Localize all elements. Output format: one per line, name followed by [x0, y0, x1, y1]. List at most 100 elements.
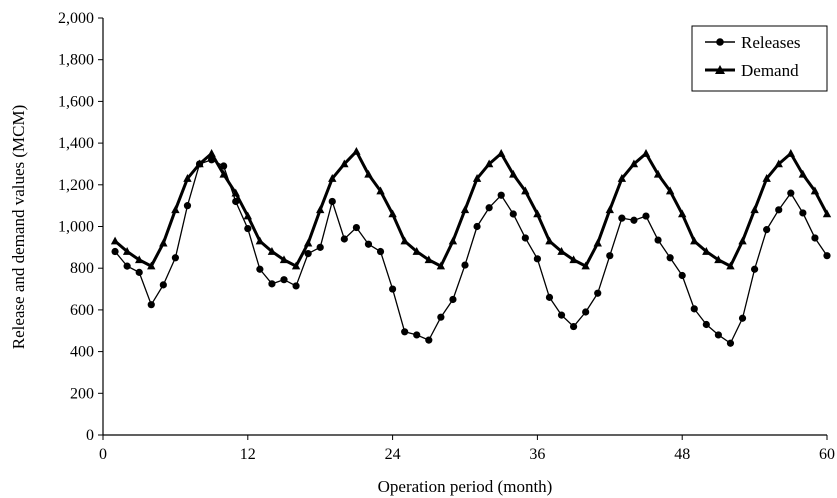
- data-point-releases: [244, 224, 252, 233]
- data-point-releases: [485, 204, 493, 212]
- y-tick-label: 600: [70, 302, 94, 319]
- y-tick-label: 1,400: [58, 135, 94, 152]
- y-axis-label: Release and demand values (MCM): [9, 105, 28, 350]
- data-point-demand: [231, 188, 240, 197]
- legend-releases-label: Releases: [741, 33, 800, 52]
- data-point-demand: [279, 255, 289, 264]
- y-tick-label: 2,000: [58, 10, 94, 27]
- data-point-demand: [412, 247, 421, 255]
- data-point-releases: [425, 336, 433, 344]
- x-tick-label: 48: [674, 446, 690, 463]
- data-point-demand: [726, 261, 735, 270]
- data-point-demand: [122, 247, 132, 255]
- data-point-releases: [304, 250, 312, 258]
- data-point-releases: [220, 162, 228, 170]
- data-point-releases: [473, 222, 481, 231]
- legend: Releases Demand: [691, 25, 828, 92]
- data-point-releases: [582, 308, 590, 316]
- data-point-releases: [316, 243, 324, 251]
- data-point-demand: [738, 236, 747, 245]
- data-point-releases: [183, 202, 192, 210]
- data-point-releases: [751, 265, 759, 273]
- data-point-demand: [364, 169, 373, 178]
- data-point-demand: [147, 261, 156, 270]
- data-point-demand: [581, 261, 590, 270]
- data-point-demand: [207, 149, 216, 157]
- data-point-demand: [665, 186, 675, 195]
- data-point-demand: [159, 238, 168, 247]
- data-point-releases: [642, 212, 650, 220]
- data-point-demand: [702, 247, 711, 255]
- x-tick-label: 12: [240, 446, 256, 463]
- data-point-releases: [328, 197, 336, 206]
- series-demand: [110, 146, 832, 270]
- data-point-releases: [533, 255, 542, 263]
- x-tick-label: 60: [819, 446, 835, 463]
- data-point-demand: [774, 159, 783, 168]
- y-tick-label: 0: [86, 427, 94, 444]
- data-point-demand: [653, 169, 663, 178]
- data-point-releases: [557, 311, 566, 319]
- data-point-releases: [630, 216, 638, 224]
- data-point-demand: [497, 149, 506, 157]
- data-point-demand: [484, 159, 494, 168]
- data-point-demand: [340, 159, 349, 168]
- legend-releases-marker: [716, 38, 724, 46]
- data-point-releases: [376, 247, 385, 256]
- series-line-releases: [114, 159, 828, 344]
- data-point-demand: [569, 255, 578, 264]
- data-point-releases: [726, 339, 735, 347]
- data-point-demand: [714, 255, 723, 264]
- data-point-demand: [750, 205, 759, 214]
- data-point-demand: [352, 146, 361, 155]
- data-point-releases: [256, 265, 264, 273]
- data-point-demand: [810, 186, 820, 195]
- tick-labels: 02004006008001,0001,2001,4001,6001,8002,…: [58, 10, 835, 463]
- data-point-releases: [606, 252, 614, 260]
- data-point-demand: [678, 209, 687, 218]
- y-tick-label: 1,200: [58, 177, 94, 194]
- data-point-releases: [545, 293, 554, 301]
- data-point-demand: [460, 205, 470, 214]
- data-point-releases: [521, 234, 529, 242]
- x-tick-label: 0: [99, 446, 107, 463]
- series-line-demand: [114, 149, 829, 268]
- data-point-demand: [171, 205, 180, 214]
- data-point-demand: [291, 261, 301, 270]
- y-tick-label: 200: [70, 385, 94, 402]
- data-point-releases: [497, 191, 505, 199]
- data-point-demand: [509, 169, 518, 178]
- data-point-demand: [521, 186, 530, 195]
- data-point-demand: [436, 261, 446, 270]
- data-point-releases: [738, 314, 747, 322]
- data-point-releases: [171, 254, 179, 262]
- data-point-releases: [811, 234, 819, 242]
- data-point-releases: [763, 226, 771, 234]
- x-tick-label: 24: [385, 446, 401, 463]
- data-point-releases: [823, 252, 831, 260]
- data-point-demand: [328, 174, 337, 182]
- ticks: [98, 17, 828, 440]
- y-tick-label: 1,000: [58, 219, 94, 236]
- x-axis-label: Operation period (month): [378, 477, 553, 496]
- data-point-demand: [303, 238, 313, 247]
- data-point-releases: [702, 320, 710, 329]
- data-point-releases: [159, 281, 167, 289]
- data-point-demand: [545, 236, 554, 245]
- data-point-releases: [280, 276, 288, 284]
- legend-demand-marker: [715, 65, 725, 74]
- x-tick-label: 36: [529, 446, 545, 463]
- data-point-demand: [798, 169, 808, 178]
- data-point-releases: [437, 313, 445, 321]
- data-point-releases: [461, 261, 469, 269]
- legend-demand-label: Demand: [741, 61, 799, 80]
- data-point-releases: [389, 285, 397, 293]
- data-point-releases: [364, 240, 373, 248]
- data-point-demand: [135, 255, 144, 264]
- data-point-releases: [618, 214, 626, 222]
- data-point-demand: [195, 159, 204, 168]
- data-point-demand: [376, 186, 385, 195]
- data-point-releases: [509, 210, 517, 218]
- data-point-releases: [401, 328, 409, 336]
